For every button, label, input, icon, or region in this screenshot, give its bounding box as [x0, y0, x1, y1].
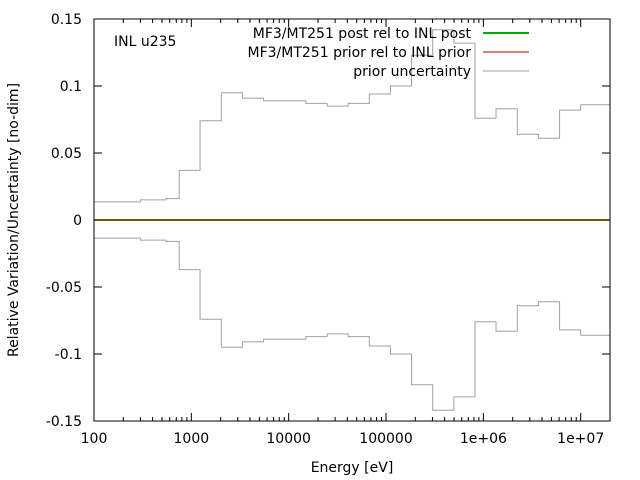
y-tick-label: 0.15	[51, 12, 82, 28]
legend-label: MF3/MT251 prior rel to INL prior	[248, 45, 472, 61]
prior-uncertainty-upper-line	[94, 29, 610, 203]
x-tick-label: 1000	[174, 431, 210, 447]
plot-frame	[93, 18, 611, 422]
x-axis-label: Energy [eV]	[311, 460, 394, 476]
legend: MF3/MT251 post rel to INL post MF3/MT251 …	[248, 26, 529, 80]
series-layer	[94, 29, 610, 411]
y-tick-label: 0	[73, 213, 82, 229]
prior-uncertainty-lower-line	[94, 237, 610, 411]
legend-label: MF3/MT251 post rel to INL post	[253, 26, 472, 42]
y-tick-label: -0.15	[46, 414, 82, 430]
y-axis-label: Relative Variation/Uncertainty [no-dim]	[6, 83, 22, 357]
legend-label: prior uncertainty	[353, 64, 471, 80]
y-tick-label: -0.05	[46, 280, 82, 296]
chart-annotation: INL u235	[114, 34, 176, 50]
x-tick-label: 10000	[266, 431, 311, 447]
x-tick-label: 100000	[359, 431, 412, 447]
y-tick-label: -0.1	[55, 347, 82, 363]
x-tick-label: 100	[81, 431, 108, 447]
y-tick-label: 0.05	[51, 146, 82, 162]
x-tick-label: 1e+06	[460, 431, 507, 447]
y-tick-label: 0.1	[60, 79, 82, 95]
x-tick-label: 1e+07	[557, 431, 604, 447]
